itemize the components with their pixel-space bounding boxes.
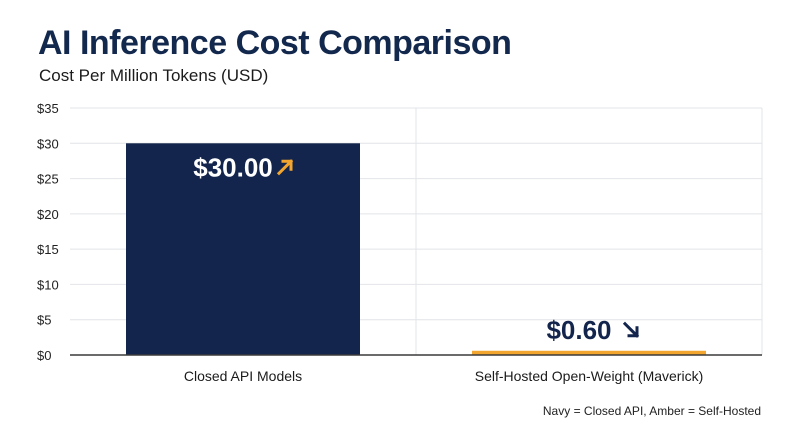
y-tick-label: $30	[37, 136, 59, 151]
color-legend-note: Navy = Closed API, Amber = Self-Hosted	[542, 404, 761, 418]
y-tick-label: $35	[37, 101, 59, 116]
y-tick-label: $5	[37, 313, 51, 328]
x-tick-label: Self-Hosted Open-Weight (Maverick)	[475, 368, 703, 384]
y-tick-label: $25	[37, 172, 59, 187]
chart-title: AI Inference Cost Comparison	[38, 24, 512, 62]
y-tick-label: $15	[37, 242, 59, 257]
arrow-down-right-icon	[622, 321, 640, 338]
x-tick-label: Closed API Models	[184, 368, 302, 384]
bar	[126, 143, 360, 355]
bar	[472, 350, 706, 355]
data-label: $0.60	[546, 315, 611, 345]
arrow-up-right-icon	[276, 159, 294, 176]
data-label: $30.00	[193, 152, 273, 182]
y-tick-label: $10	[37, 277, 59, 292]
y-tick-label: $20	[37, 207, 59, 222]
chart-subtitle: Cost Per Million Tokens (USD)	[39, 66, 269, 85]
y-tick-label: $0	[37, 348, 51, 363]
